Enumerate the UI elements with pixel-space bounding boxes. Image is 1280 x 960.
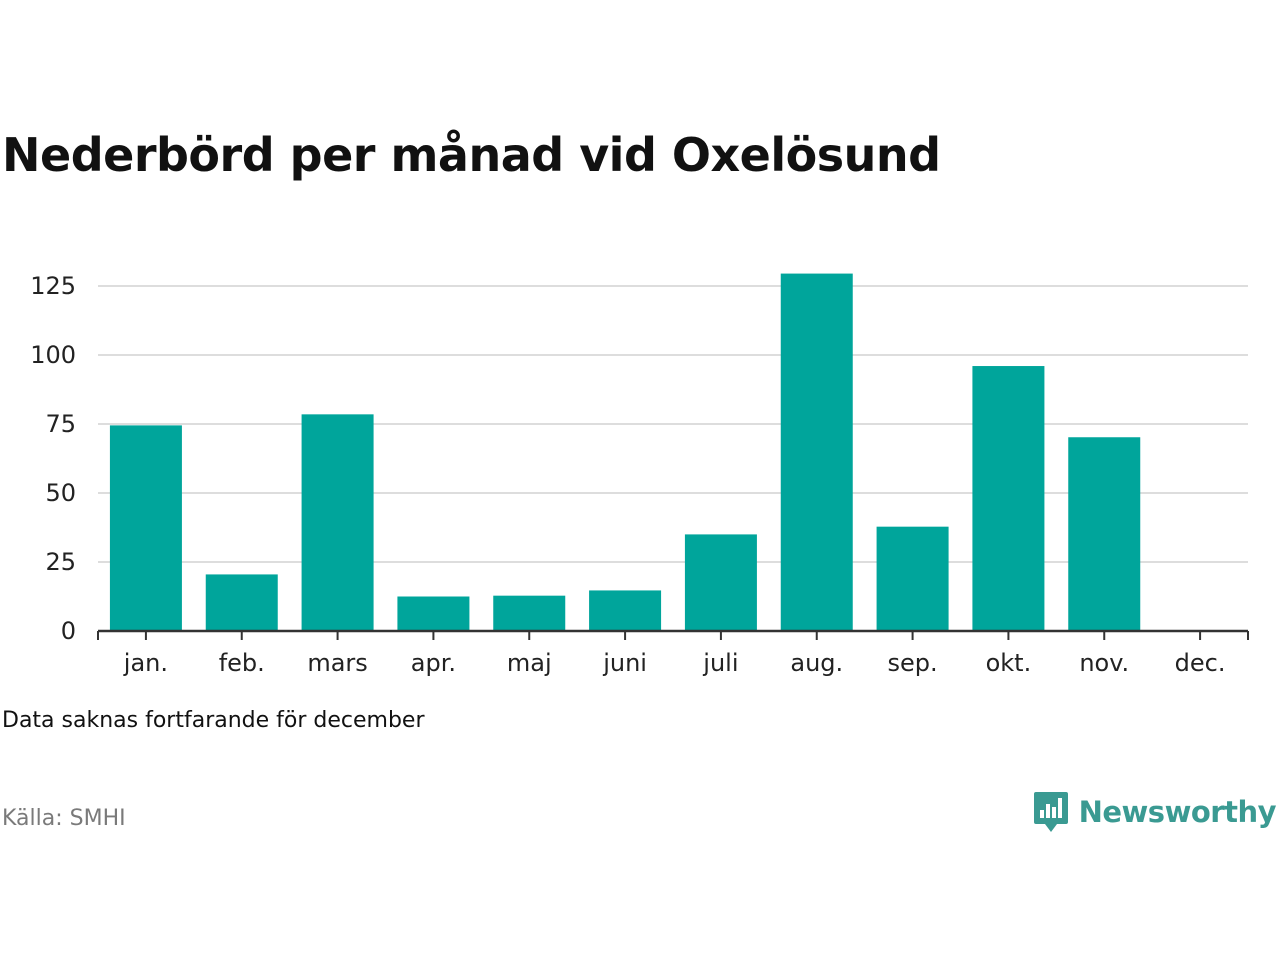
x-category-label: juli bbox=[702, 649, 738, 677]
x-axis-categories: jan. feb. mars apr. maj juni juli aug. sep. okt. n… bbox=[123, 649, 1226, 677]
x-category-label: aug. bbox=[790, 649, 843, 677]
newsworthy-logo-icon bbox=[1033, 792, 1068, 832]
x-category-label: apr. bbox=[411, 649, 456, 677]
bars bbox=[109, 273, 1141, 631]
bar-juni bbox=[589, 590, 662, 631]
y-tick-label: 25 bbox=[45, 548, 76, 576]
x-category-label: okt. bbox=[986, 649, 1032, 677]
source-label: Källa: SMHI bbox=[2, 806, 126, 831]
x-category-label: nov. bbox=[1079, 649, 1129, 677]
bar-juli bbox=[684, 534, 757, 631]
bar-jan bbox=[109, 425, 182, 631]
chart-title: Nederbörd per månad vid Oxelösund bbox=[2, 128, 941, 182]
y-tick-label: 75 bbox=[45, 410, 76, 438]
y-tick-label: 100 bbox=[30, 341, 76, 369]
x-category-label: mars bbox=[307, 649, 367, 677]
bar-nov bbox=[1068, 437, 1141, 631]
x-category-label: feb. bbox=[219, 649, 265, 677]
y-tick-label: 0 bbox=[61, 617, 76, 645]
brand-logo[interactable]: Newsworthy bbox=[1033, 790, 1277, 834]
bar-maj bbox=[493, 595, 566, 631]
x-category-label: sep. bbox=[888, 649, 938, 677]
bar-feb bbox=[205, 574, 278, 631]
y-axis-ticks: 0 25 50 75 100 125 bbox=[30, 272, 76, 645]
bar-sep bbox=[876, 526, 949, 631]
bar-chart: 0 25 50 75 100 125 jan. feb. mars apr. maj juni jul… bbox=[30, 272, 1249, 677]
x-axis bbox=[97, 629, 1249, 640]
y-tick-label: 50 bbox=[45, 479, 76, 507]
bar-aug bbox=[780, 273, 853, 631]
y-tick-label: 125 bbox=[30, 272, 76, 300]
x-category-label: maj bbox=[507, 649, 552, 677]
bar-okt bbox=[972, 366, 1045, 631]
gridlines bbox=[98, 285, 1248, 563]
bar-apr bbox=[397, 596, 470, 631]
x-category-label: dec. bbox=[1175, 649, 1226, 677]
bar-mars bbox=[301, 414, 374, 631]
x-category-label: juni bbox=[602, 649, 647, 677]
brand-name: Newsworthy bbox=[1078, 795, 1277, 829]
x-category-label: jan. bbox=[123, 649, 168, 677]
chart-note: Data saknas fortfarande för december bbox=[2, 708, 425, 733]
